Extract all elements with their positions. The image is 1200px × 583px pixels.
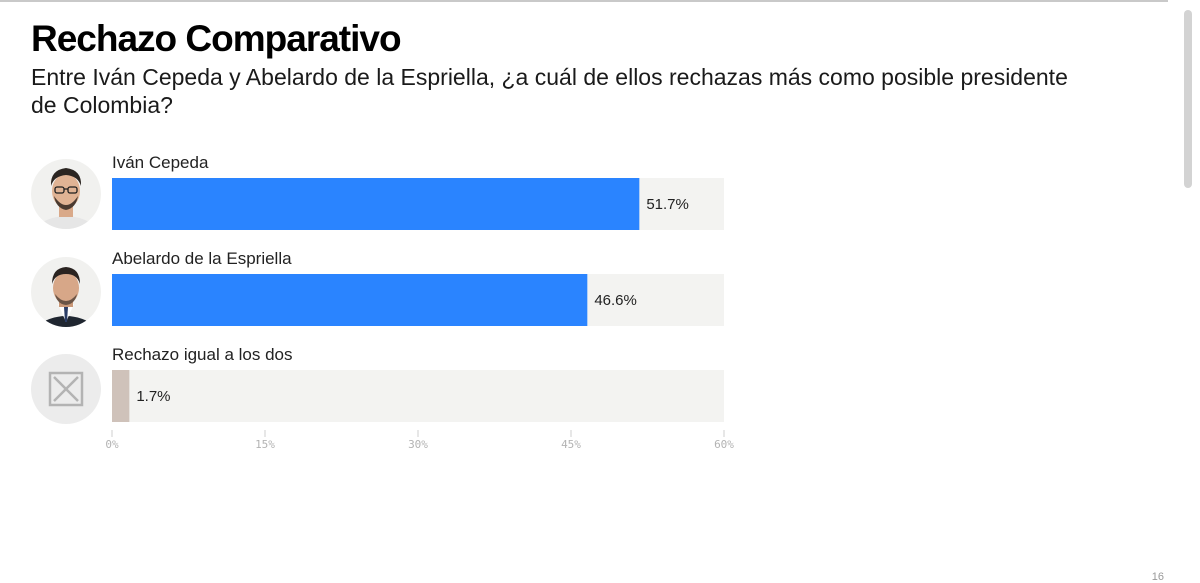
chart-title: Rechazo Comparativo <box>31 18 402 59</box>
x-tick-label: 30% <box>408 438 428 451</box>
bar-value-label: 51.7% <box>646 196 689 213</box>
x-tick-label: 15% <box>255 438 275 451</box>
x-tick-label: 45% <box>561 438 581 451</box>
vertical-scrollbar[interactable] <box>1184 10 1192 188</box>
candidate-avatar-espriella <box>31 257 101 327</box>
top-divider <box>0 0 1168 2</box>
bar-value-label: 46.6% <box>594 292 637 309</box>
x-axis: 0% 15% 30% 45% 60% <box>105 430 734 451</box>
bar <box>112 274 588 326</box>
bar <box>112 178 640 230</box>
category-label: Iván Cepeda <box>112 153 209 172</box>
x-box-icon <box>31 354 101 424</box>
bar <box>112 370 130 422</box>
x-tick-label: 0% <box>105 438 119 451</box>
x-tick-label: 60% <box>714 438 734 451</box>
page-number: 16 <box>1151 571 1164 583</box>
candidate-avatar-cepeda <box>31 159 101 229</box>
bar-value-label: 1.7% <box>136 388 170 405</box>
bar-track <box>112 370 724 422</box>
chart-subtitle: Entre Iván Cepeda y Abelardo de la Espri… <box>31 64 1068 118</box>
category-label: Abelardo de la Espriella <box>112 249 292 268</box>
category-label: Rechazo igual a los dos <box>112 345 293 364</box>
